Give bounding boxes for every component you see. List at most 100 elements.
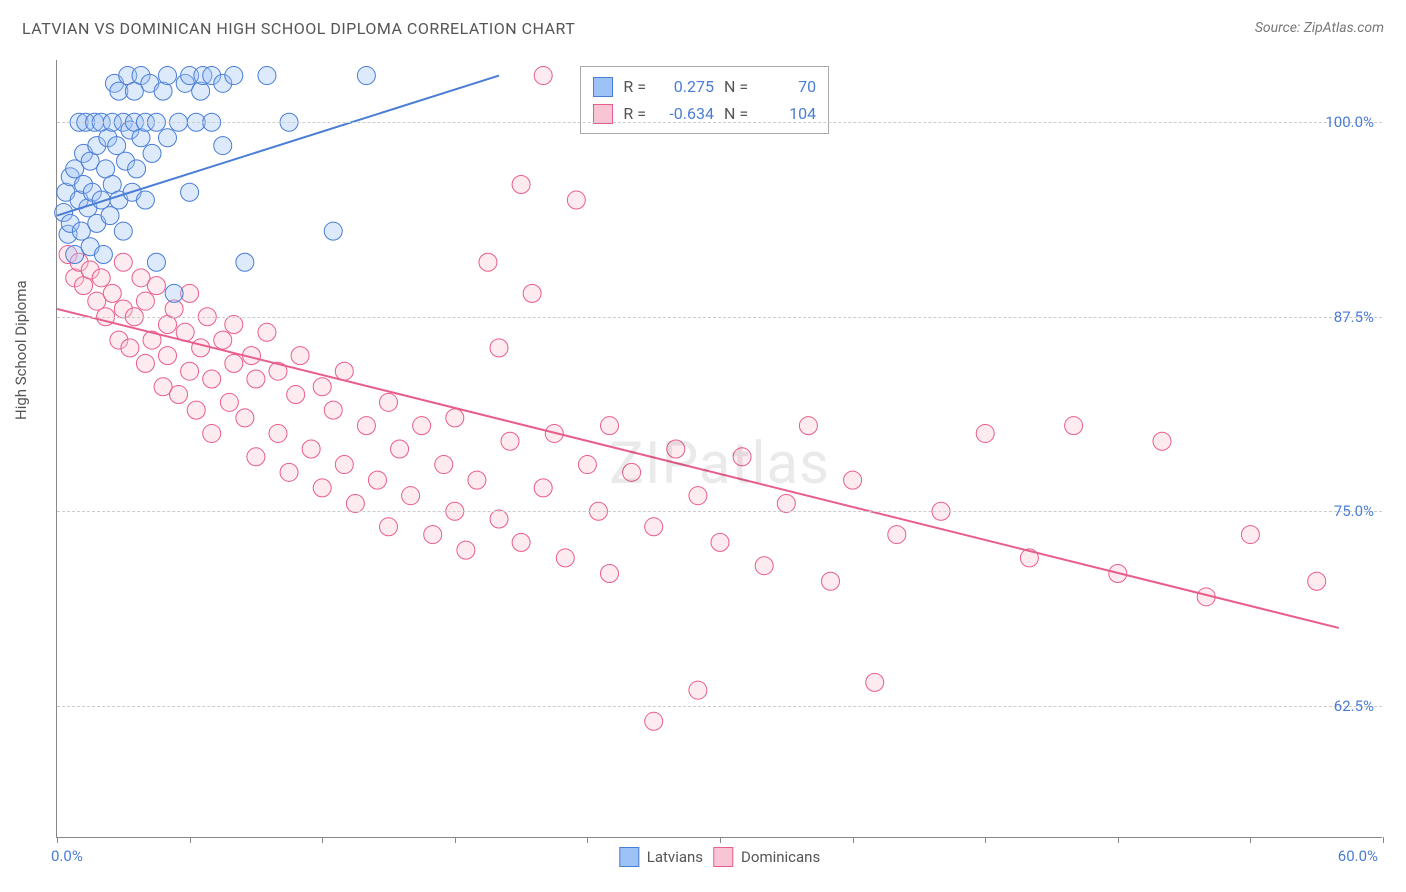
chart-plot-area: ZIPatlas R = 0.275 N = 70 R = -0.634 N =… <box>56 60 1382 838</box>
data-point-dominicans <box>711 533 729 551</box>
data-point-dominicans <box>192 339 210 357</box>
data-point-dominicans <box>136 292 154 310</box>
data-point-dominicans <box>247 448 265 466</box>
x-tick <box>322 837 323 843</box>
data-point-dominicans <box>567 191 585 209</box>
y-tick-label: 75.0% <box>1334 502 1374 520</box>
stats-row-latvians: R = 0.275 N = 70 <box>593 73 816 100</box>
data-point-dominicans <box>236 409 254 427</box>
data-point-dominicans <box>501 432 519 450</box>
data-point-latvians <box>101 207 119 225</box>
data-point-dominicans <box>523 284 541 302</box>
data-point-dominicans <box>866 673 884 691</box>
data-point-dominicans <box>578 456 596 474</box>
x-max-label: 60.0% <box>1338 847 1378 865</box>
data-point-latvians <box>165 284 183 302</box>
data-point-dominicans <box>446 409 464 427</box>
data-point-dominicans <box>103 284 121 302</box>
r-label: R = <box>623 100 646 127</box>
data-point-dominicans <box>601 564 619 582</box>
data-point-dominicans <box>1308 572 1326 590</box>
stats-legend: R = 0.275 N = 70 R = -0.634 N = 104 <box>580 66 829 134</box>
chart-source: Source: ZipAtlas.com <box>1255 20 1384 36</box>
gridline <box>57 122 1382 123</box>
legend-item-dominicans: Dominicans <box>713 847 820 867</box>
data-point-dominicans <box>534 479 552 497</box>
data-point-latvians <box>159 67 177 85</box>
x-tick <box>587 837 588 843</box>
data-point-latvians <box>136 191 154 209</box>
swatch-latvians-bottom <box>619 847 639 867</box>
data-point-latvians <box>225 67 243 85</box>
data-point-dominicans <box>479 253 497 271</box>
data-point-dominicans <box>181 362 199 380</box>
data-point-dominicans <box>512 175 530 193</box>
r-value-dominicans: -0.634 <box>656 100 714 127</box>
data-point-dominicans <box>645 712 663 730</box>
trend-line-dominicans <box>57 309 1339 628</box>
y-tick-label: 100.0% <box>1325 113 1374 131</box>
data-point-latvians <box>192 82 210 100</box>
x-min-label: 0.0% <box>51 847 83 865</box>
data-point-dominicans <box>457 541 475 559</box>
data-point-dominicans <box>225 316 243 334</box>
series-legend: Latvians Dominicans <box>619 847 820 867</box>
data-point-dominicans <box>203 370 221 388</box>
data-point-dominicans <box>335 456 353 474</box>
data-point-dominicans <box>313 479 331 497</box>
data-point-dominicans <box>380 393 398 411</box>
data-point-dominicans <box>380 518 398 536</box>
data-point-dominicans <box>490 510 508 528</box>
data-point-dominicans <box>435 456 453 474</box>
data-point-dominicans <box>302 440 320 458</box>
data-point-dominicans <box>335 362 353 380</box>
data-point-dominicans <box>92 269 110 287</box>
data-point-dominicans <box>214 331 232 349</box>
data-point-dominicans <box>121 339 139 357</box>
data-point-dominicans <box>313 378 331 396</box>
y-axis-label: High School Diploma <box>12 280 30 420</box>
data-point-dominicans <box>1241 526 1259 544</box>
data-point-dominicans <box>888 526 906 544</box>
data-point-dominicans <box>689 681 707 699</box>
data-point-dominicans <box>225 354 243 372</box>
data-point-dominicans <box>258 323 276 341</box>
stats-row-dominicans: R = -0.634 N = 104 <box>593 100 816 127</box>
y-tick-label: 87.5% <box>1334 308 1374 326</box>
data-point-dominicans <box>269 424 287 442</box>
data-point-dominicans <box>799 417 817 435</box>
y-tick-label: 62.5% <box>1334 697 1374 715</box>
x-tick <box>985 837 986 843</box>
data-point-dominicans <box>402 487 420 505</box>
data-point-dominicans <box>291 347 309 365</box>
data-point-dominicans <box>114 253 132 271</box>
scatter-svg <box>57 60 1382 837</box>
data-point-dominicans <box>490 339 508 357</box>
data-point-dominicans <box>755 557 773 575</box>
data-point-dominicans <box>136 354 154 372</box>
r-value-latvians: 0.275 <box>656 73 714 100</box>
data-point-dominicans <box>777 494 795 512</box>
data-point-dominicans <box>203 424 221 442</box>
data-point-latvians <box>357 67 375 85</box>
data-point-dominicans <box>1065 417 1083 435</box>
data-point-latvians <box>159 129 177 147</box>
data-point-dominicans <box>220 393 238 411</box>
data-point-dominicans <box>601 417 619 435</box>
data-point-dominicans <box>391 440 409 458</box>
legend-label-dominicans: Dominicans <box>741 848 820 866</box>
data-point-dominicans <box>280 463 298 481</box>
x-tick <box>720 837 721 843</box>
data-point-dominicans <box>645 518 663 536</box>
legend-label-latvians: Latvians <box>647 848 703 866</box>
data-point-latvians <box>181 183 199 201</box>
x-tick <box>1383 837 1384 843</box>
data-point-dominicans <box>324 401 342 419</box>
gridline <box>57 511 1382 512</box>
data-point-dominicans <box>346 494 364 512</box>
data-point-latvians <box>324 222 342 240</box>
data-point-dominicans <box>357 417 375 435</box>
x-tick <box>1118 837 1119 843</box>
n-label: N = <box>724 73 748 100</box>
legend-item-latvians: Latvians <box>619 847 703 867</box>
